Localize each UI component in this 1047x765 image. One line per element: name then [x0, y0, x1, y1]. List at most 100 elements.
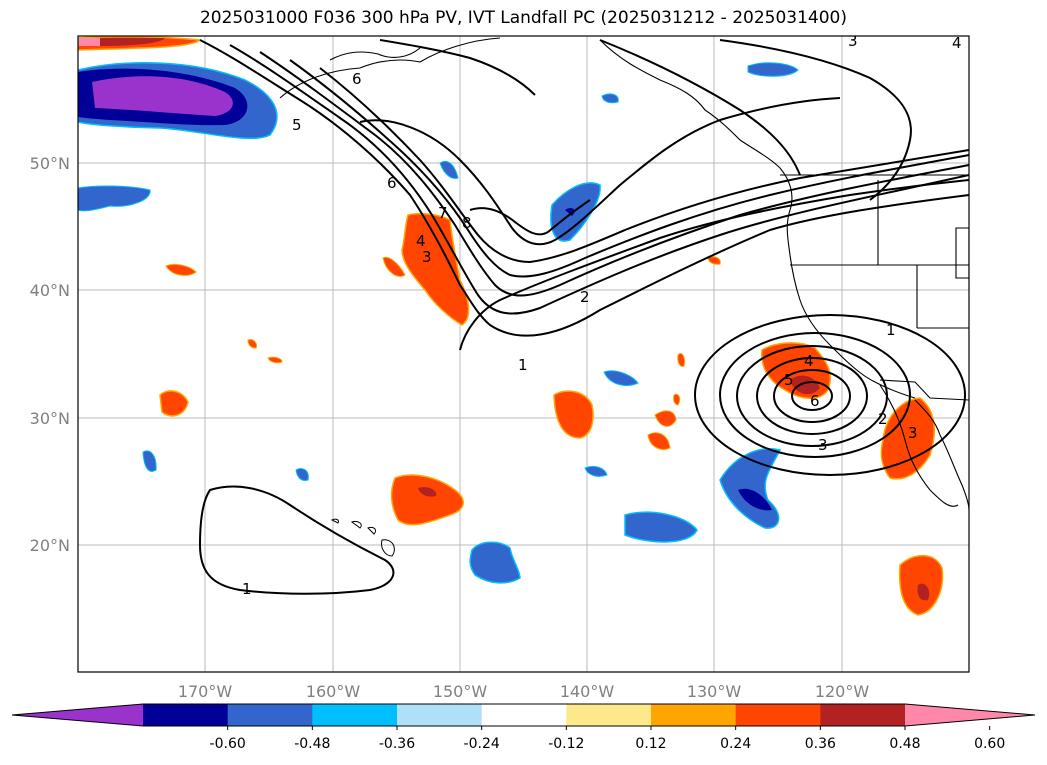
- colorbar-bin: [820, 704, 906, 726]
- pv-area-small-11: [247, 339, 257, 349]
- colorbar-tick-label: 0.24: [720, 736, 751, 752]
- contour-cutoff-6: [791, 381, 833, 411]
- pv-area-small-8: [673, 393, 681, 406]
- colorbar-tick-label: -0.48: [294, 736, 330, 752]
- colorbar-bin: [227, 704, 313, 726]
- contour-1-long: [459, 179, 969, 351]
- contour-7-8: [469, 199, 591, 236]
- contour-cutoff-5: [773, 369, 851, 423]
- colorbar-outline: [11, 703, 1036, 727]
- pv-area-cutoff-core: [790, 375, 820, 395]
- colorbar-bin: [143, 704, 229, 726]
- pv-area-mid-3: [647, 432, 671, 450]
- pv-area-south-2: [469, 541, 521, 584]
- colorbar-bin: [651, 704, 737, 726]
- pv-area-south-1: [624, 511, 698, 543]
- pv-positive-areas: [78, 36, 944, 616]
- contour-cutoff-4: [756, 357, 868, 435]
- contour-label: 6: [352, 70, 362, 88]
- pv-area-central: [401, 212, 470, 326]
- pv-area-mid-1: [553, 390, 594, 439]
- pv-area-small-7: [677, 352, 685, 367]
- pv-area-hawaii-north-core: [418, 487, 437, 497]
- colorbar-tick-label: 0.48: [889, 736, 920, 752]
- colorbar-bin: [566, 704, 652, 726]
- contour-label: 5: [784, 371, 794, 389]
- lat-tick-label: 20°N: [30, 536, 70, 555]
- hawaii-islands: [330, 518, 395, 557]
- colorbar-extend-low: [12, 704, 143, 726]
- contour-1: [199, 39, 969, 337]
- colorbar: -0.60 -0.48 -0.36 -0.24 -0.12 0.12 0.24 0.36 0.4…: [11, 703, 1036, 752]
- lon-tick-labels: 170°W 160°W 150°W 140°W 130°W 120°W: [178, 682, 870, 701]
- border-state-5: [955, 227, 969, 279]
- lon-tick-label: 160°W: [306, 682, 361, 701]
- pv-area-west-2: [159, 390, 189, 417]
- contour-label: 2: [580, 288, 590, 306]
- map-border: [77, 35, 970, 673]
- colorbar-tick-label: -0.12: [548, 736, 584, 752]
- pv-area-small-6: [295, 467, 309, 481]
- colorbar-tick-label: -0.36: [379, 736, 415, 752]
- contour-label: 6: [810, 392, 820, 410]
- colorbar-tick-label: 0.60: [974, 736, 1005, 752]
- contour-upper-right: [599, 39, 801, 176]
- contour-upper-right-2: [719, 39, 912, 201]
- coast-alaska-2: [329, 47, 421, 61]
- contour-6: [359, 97, 841, 246]
- colorbar-bin: [481, 704, 567, 726]
- contour-label: 6: [387, 174, 397, 192]
- colorbar-bin: [397, 704, 483, 726]
- colorbar-tick-label: -0.24: [464, 736, 500, 752]
- colorbar-tick-label: 0.12: [635, 736, 666, 752]
- pv-area-small-5: [142, 450, 157, 472]
- contour-label: 4: [804, 352, 814, 370]
- border-us-mexico: [879, 379, 969, 401]
- contour-label: 1: [518, 356, 528, 374]
- contour-top-arc: [379, 39, 536, 96]
- pv-area-small-9: [707, 256, 721, 265]
- coast-mexico: [914, 399, 969, 511]
- contour-label: 4: [952, 34, 962, 52]
- contour-cutoff-3: [736, 345, 888, 447]
- pv-area-top-left-max: [78, 38, 100, 46]
- contour-4: [289, 59, 969, 278]
- contour-label: 4: [416, 232, 426, 250]
- pv-area-west: [78, 185, 151, 212]
- map-title: 2025031000 F036 300 hPa PV, IVT Landfall…: [199, 8, 847, 28]
- pv-area-canada: [747, 62, 799, 77]
- pv-area-mexico-core: [917, 583, 930, 601]
- contour-label: 3: [818, 436, 828, 454]
- contour-label: 3: [422, 248, 432, 266]
- contour-2: [229, 44, 969, 315]
- contour-label: 5: [292, 116, 302, 134]
- lon-tick-label: 140°W: [560, 682, 615, 701]
- pv-negative-areas: [78, 62, 799, 584]
- pv-area-west-3: [165, 263, 197, 276]
- pv-area-subtropical-core: [738, 488, 772, 511]
- pv-area-mid-2: [654, 410, 677, 427]
- coast-baja: [879, 384, 959, 507]
- pv-area-small-3: [603, 370, 639, 386]
- pv-area-small-4: [584, 465, 608, 477]
- colorbar-tick-label: 0.36: [805, 736, 836, 752]
- pv-area-top-left-core: [100, 38, 165, 46]
- gridlines: [78, 36, 969, 672]
- pv-area-small-10: [267, 356, 283, 364]
- colorbar-tick-label: -0.60: [210, 736, 246, 752]
- contour-5: [319, 67, 969, 264]
- contour-3: [259, 51, 969, 297]
- contour-labels: 5 6 7 8 4 3 2 1 1 1 4 5 6 3 2 6 3 3 4: [242, 32, 962, 598]
- contour-label: 1: [886, 321, 896, 339]
- pv-area-hawaii-north: [390, 474, 464, 526]
- contour-label: 3: [908, 424, 918, 442]
- lon-tick-label: 170°W: [178, 682, 233, 701]
- lon-tick-label: 150°W: [433, 682, 488, 701]
- lon-tick-label: 130°W: [687, 682, 742, 701]
- coast-west-north-america: [599, 39, 916, 399]
- pv-area-gulf-alaska-max: [92, 76, 233, 116]
- contour-label: 3: [848, 32, 858, 50]
- contour-label: 1: [242, 580, 252, 598]
- contour-cutoff-1: [694, 314, 966, 476]
